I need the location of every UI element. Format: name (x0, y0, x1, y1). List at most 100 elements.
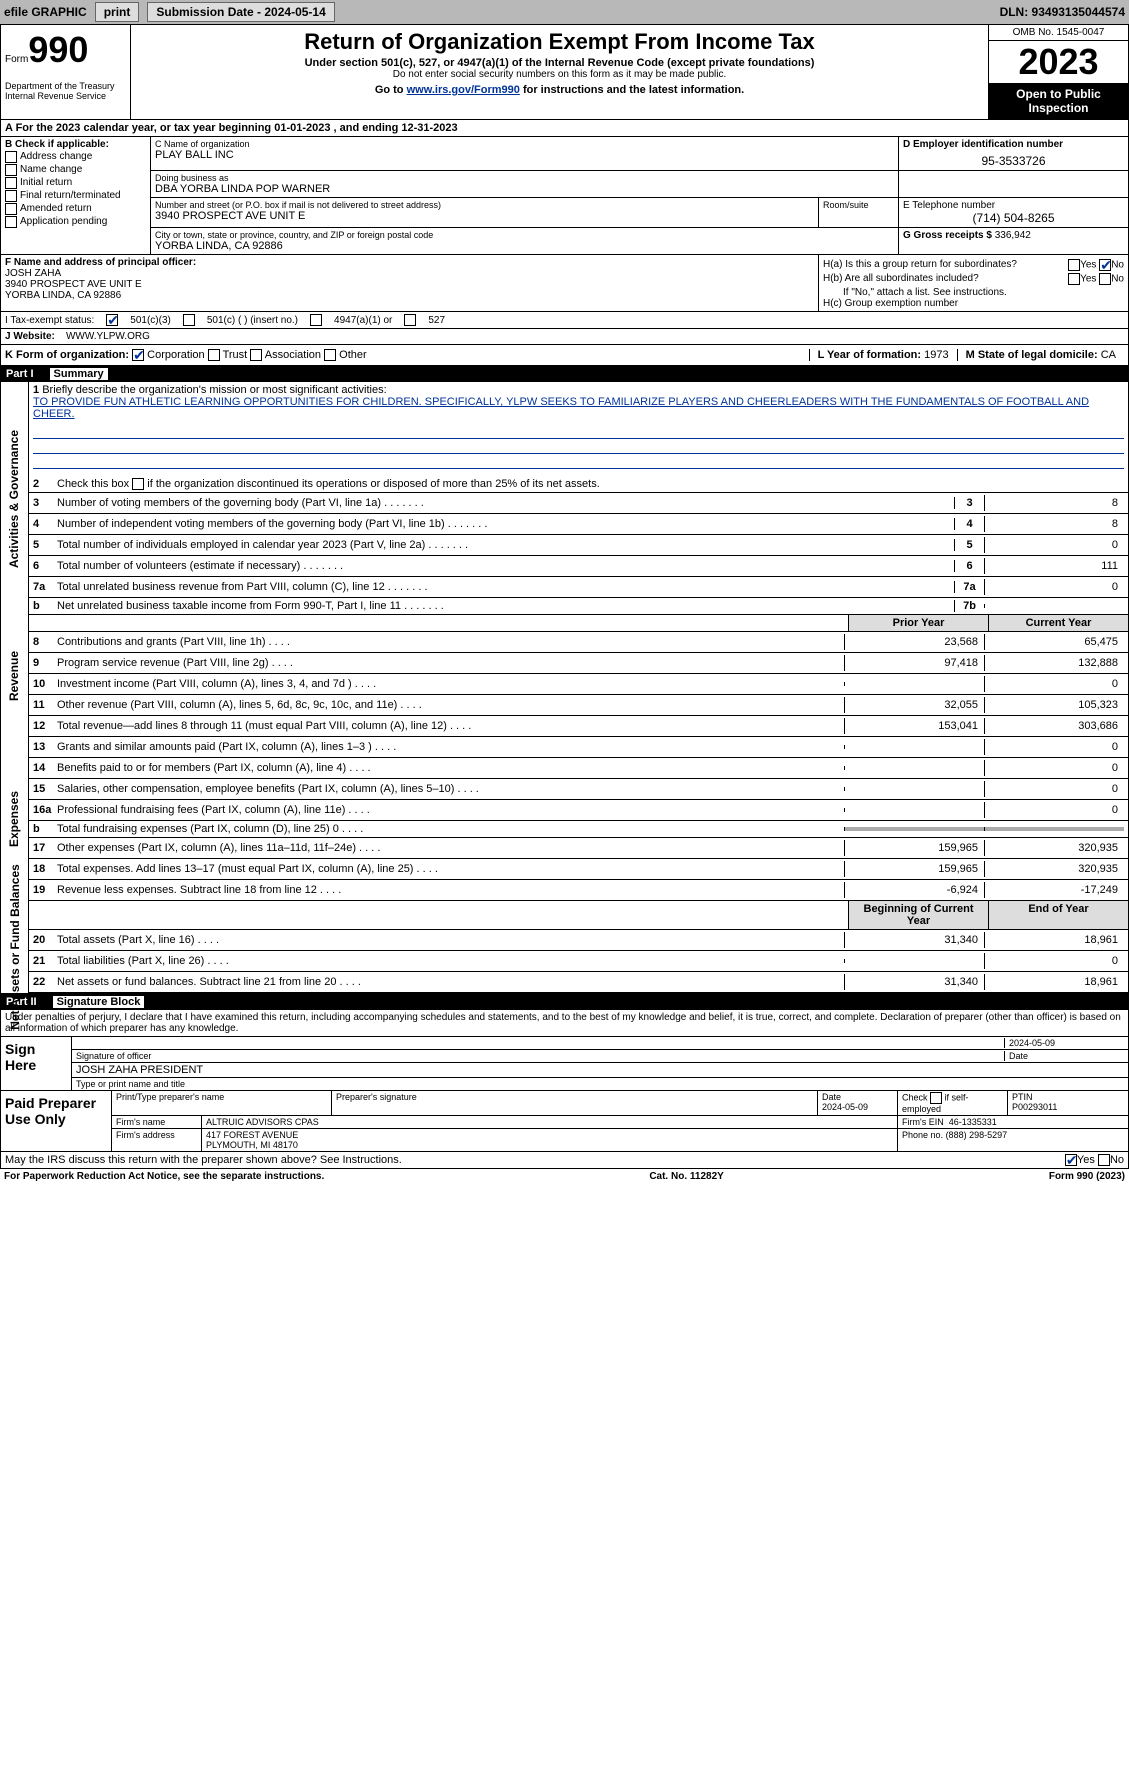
box-b-checkbox-4[interactable] (5, 203, 17, 215)
gov-line-b: bNet unrelated business taxable income f… (29, 598, 1128, 615)
box-c-room: Room/suite (818, 198, 898, 227)
box-c-dba: Doing business as DBA YORBA LINDA POP WA… (151, 171, 898, 197)
line-11: 11Other revenue (Part VIII, column (A), … (29, 695, 1128, 716)
mission-text: TO PROVIDE FUN ATHLETIC LEARNING OPPORTU… (33, 396, 1089, 420)
other-checkbox[interactable] (324, 349, 336, 361)
prior-year-header: Prior Year (848, 615, 988, 631)
mission-block: 1 Briefly describe the organization's mi… (29, 382, 1128, 422)
ssn-note: Do not enter social security numbers on … (135, 69, 984, 80)
4947-checkbox[interactable] (310, 314, 322, 326)
firm-addr1: 417 FOREST AVENUE (206, 1130, 298, 1140)
box-b-checkbox-2[interactable] (5, 177, 17, 189)
tax-year: 2023 (989, 41, 1128, 83)
summary-section: Activities & Governance 1 Briefly descri… (0, 382, 1129, 994)
print-button[interactable]: print (95, 2, 140, 22)
527-checkbox[interactable] (404, 314, 416, 326)
year-header-2: Beginning of Current Year End of Year (29, 901, 1128, 930)
gov-line-3: 3Number of voting members of the governi… (29, 493, 1128, 514)
header-right: OMB No. 1545-0047 2023 Open to Public In… (988, 25, 1128, 119)
501c-checkbox[interactable] (183, 314, 195, 326)
box-b-item-1: Name change (20, 164, 82, 176)
box-f: F Name and address of principal officer:… (1, 255, 818, 311)
line-17: 17Other expenses (Part IX, column (A), l… (29, 838, 1128, 859)
expenses-section: Expenses 13Grants and similar amounts pa… (1, 737, 1128, 901)
box-k: K Form of organization: Corporation Trus… (5, 349, 809, 361)
line-13: 13Grants and similar amounts paid (Part … (29, 737, 1128, 758)
box-j: J Website: WWW.YLPW.ORG (1, 329, 1128, 344)
prep-date: 2024-05-09 (822, 1102, 868, 1112)
box-h: H(a) Is this a group return for subordin… (818, 255, 1128, 311)
line-20: 20Total assets (Part X, line 16) . . . .… (29, 930, 1128, 951)
discuss-line: May the IRS discuss this return with the… (1, 1151, 1128, 1168)
netassets-section: Net Assets or Fund Balances Beginning of… (1, 901, 1128, 993)
firm-name: ALTRUIC ADVISORS CPAS (206, 1117, 319, 1127)
trust-checkbox[interactable] (208, 349, 220, 361)
grid-fhi: F Name and address of principal officer:… (0, 255, 1129, 312)
line-10: 10Investment income (Part VIII, column (… (29, 674, 1128, 695)
line2-checkbox[interactable] (132, 478, 144, 490)
netassets-vlabel: Net Assets or Fund Balances (1, 901, 29, 993)
hb-no-checkbox[interactable] (1099, 273, 1111, 285)
box-b-checkbox-5[interactable] (5, 216, 17, 228)
line-22: 22Net assets or fund balances. Subtract … (29, 972, 1128, 993)
line-9: 9Program service revenue (Part VIII, lin… (29, 653, 1128, 674)
firm-phone: (888) 298-5297 (946, 1130, 1008, 1140)
box-b-checkbox-0[interactable] (5, 151, 17, 163)
grid-ij: I Tax-exempt status: 501(c)(3) 501(c) ( … (0, 312, 1129, 329)
grid-klm: K Form of organization: Corporation Trus… (0, 345, 1129, 366)
form-header: Form990 Department of the Treasury Inter… (0, 24, 1129, 120)
box-e: E Telephone number (714) 504-8265 (898, 198, 1128, 227)
revenue-vlabel: Revenue (1, 615, 29, 737)
sign-here-row: Sign Here 2024-05-09 Signature of office… (1, 1036, 1128, 1090)
form-subtitle: Under section 501(c), 527, or 4947(a)(1)… (135, 57, 984, 69)
dln-label: DLN: 93493135044574 (1000, 5, 1125, 19)
page-footer: For Paperwork Reduction Act Notice, see … (0, 1169, 1129, 1184)
box-b-item-5: Application pending (20, 216, 107, 228)
assoc-checkbox[interactable] (250, 349, 262, 361)
mission-lines (33, 424, 1124, 474)
row-a-tax-year: A For the 2023 calendar year, or tax yea… (0, 120, 1129, 137)
box-c-street: Number and street (or P.O. box if mail i… (151, 198, 818, 227)
box-i: I Tax-exempt status: 501(c)(3) 501(c) ( … (1, 312, 1128, 328)
submission-date-button[interactable]: Submission Date - 2024-05-14 (147, 2, 334, 22)
current-year-header: Current Year (988, 615, 1128, 631)
box-b-checkbox-1[interactable] (5, 164, 17, 176)
governance-vlabel: Activities & Governance (1, 382, 29, 615)
line-14: 14Benefits paid to or for members (Part … (29, 758, 1128, 779)
efile-label: efile GRAPHIC (4, 5, 87, 19)
hb-yes-checkbox[interactable] (1068, 273, 1080, 285)
line-18: 18Total expenses. Add lines 13–17 (must … (29, 859, 1128, 880)
discuss-no-checkbox[interactable] (1098, 1154, 1110, 1166)
gov-line-7a: 7aTotal unrelated business revenue from … (29, 577, 1128, 598)
line-12: 12Total revenue—add lines 8 through 11 (… (29, 716, 1128, 737)
box-c-city: City or town, state or province, country… (151, 228, 898, 254)
irs-link[interactable]: www.irs.gov/Form990 (407, 84, 520, 96)
footer-right: Form 990 (2023) (1049, 1171, 1125, 1182)
grid-j: J Website: WWW.YLPW.ORG (0, 329, 1129, 345)
ha-yes-checkbox[interactable] (1068, 259, 1080, 271)
firm-ein: 46-1335331 (949, 1117, 997, 1127)
signature-block: Under penalties of perjury, I declare th… (0, 1010, 1129, 1169)
501c3-checkbox[interactable] (106, 314, 118, 326)
governance-section: Activities & Governance 1 Briefly descri… (1, 382, 1128, 615)
sign-date: 2024-05-09 (1004, 1038, 1124, 1048)
box-l: L Year of formation: 1973 (809, 349, 957, 361)
box-b-checkbox-3[interactable] (5, 190, 17, 202)
discuss-yes-checkbox[interactable] (1065, 1154, 1077, 1166)
ha-no-checkbox[interactable] (1099, 259, 1111, 271)
line-2: 2 Check this box if the organization dis… (29, 476, 1128, 493)
self-employed-checkbox[interactable] (930, 1092, 942, 1104)
form-title: Return of Organization Exempt From Incom… (135, 29, 984, 55)
omb-number: OMB No. 1545-0047 (989, 25, 1128, 41)
part1-header: Part I Summary (0, 366, 1129, 382)
col-cd: C Name of organization PLAY BALL INC D E… (151, 137, 1128, 254)
gov-line-5: 5Total number of individuals employed in… (29, 535, 1128, 556)
form-number: Form990 (5, 29, 126, 71)
declaration-text: Under penalties of perjury, I declare th… (1, 1010, 1128, 1036)
gov-line-6: 6Total number of volunteers (estimate if… (29, 556, 1128, 577)
corp-checkbox[interactable] (132, 349, 144, 361)
officer-name: JOSH ZAHA PRESIDENT (76, 1064, 1124, 1076)
box-b: B Check if applicable: Address changeNam… (1, 137, 151, 254)
box-b-item-0: Address change (20, 151, 92, 163)
begin-year-header: Beginning of Current Year (848, 901, 988, 929)
